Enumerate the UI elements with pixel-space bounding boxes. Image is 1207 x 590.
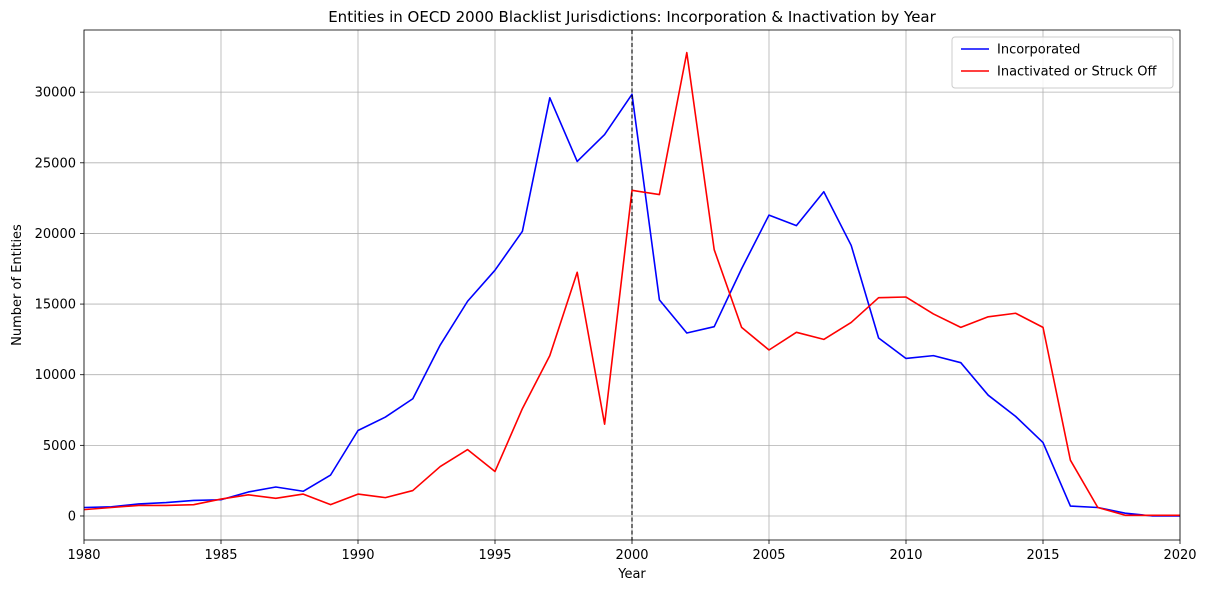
y-tick-label: 15000 bbox=[35, 298, 76, 313]
x-tick-label: 1995 bbox=[478, 548, 511, 563]
legend-label: Inactivated or Struck Off bbox=[997, 65, 1157, 80]
x-tick-label: 1990 bbox=[341, 548, 374, 563]
y-tick-label: 25000 bbox=[35, 156, 76, 171]
y-axis-label: Number of Entities bbox=[10, 224, 25, 346]
y-tick-label: 5000 bbox=[43, 439, 76, 454]
series-line-inactivated bbox=[83, 51, 1180, 517]
y-tick-label: 10000 bbox=[35, 368, 76, 383]
legend-box bbox=[951, 36, 1174, 89]
legend: Incorporated Inactivated or Struck Off bbox=[951, 36, 1174, 89]
x-tick-label: 2020 bbox=[1163, 548, 1196, 563]
series-line-incorporated bbox=[83, 93, 1180, 517]
x-tick-label: 1980 bbox=[67, 548, 100, 563]
x-tick-label: 1985 bbox=[204, 548, 237, 563]
x-axis-label: Year bbox=[617, 567, 646, 582]
chart-title: Entities in OECD 2000 Blacklist Jurisdic… bbox=[328, 8, 936, 26]
x-tick-label: 2005 bbox=[752, 548, 785, 563]
x-axis-ticks: 1980 1985 1990 1995 2000 2005 2010 2015 2020 bbox=[67, 540, 1197, 563]
series-group bbox=[83, 51, 1180, 517]
legend-label: Incorporated bbox=[997, 43, 1080, 58]
x-tick-label: 2015 bbox=[1026, 548, 1059, 563]
x-tick-label: 2000 bbox=[615, 548, 648, 563]
y-tick-label: 0 bbox=[68, 509, 76, 524]
y-axis-ticks: 0 5000 10000 15000 20000 25000 30000 bbox=[35, 86, 84, 524]
y-tick-label: 20000 bbox=[35, 227, 76, 242]
x-tick-label: 2010 bbox=[889, 548, 922, 563]
y-tick-label: 30000 bbox=[35, 86, 76, 101]
